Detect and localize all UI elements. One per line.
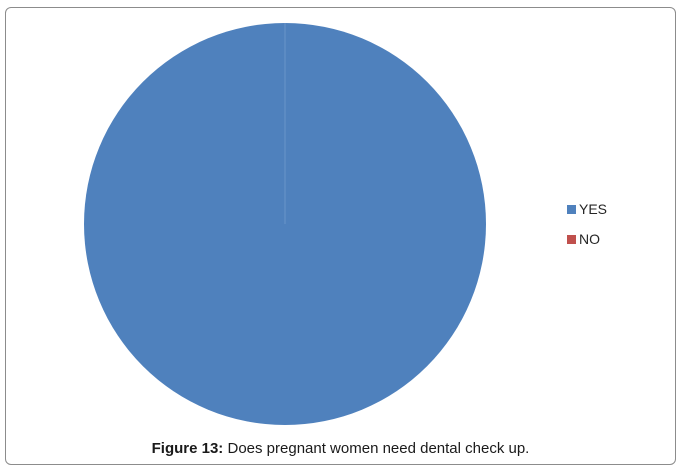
legend-item-no: NO [567, 231, 607, 247]
legend-label-yes: YES [579, 201, 608, 217]
legend-label-no: NO [579, 231, 600, 247]
caption-label: Figure 13: [151, 440, 224, 457]
legend-swatch-no [567, 234, 576, 244]
legend-swatch-yes [567, 204, 576, 214]
legend-item-yes: YES [567, 201, 607, 217]
caption-text: Does pregnant women need dental check up… [227, 440, 530, 457]
pie-slices [84, 23, 486, 425]
chart-legend: YES NO [567, 201, 607, 261]
figure-caption: Figure 13: Does pregnant women need dent… [0, 440, 681, 457]
